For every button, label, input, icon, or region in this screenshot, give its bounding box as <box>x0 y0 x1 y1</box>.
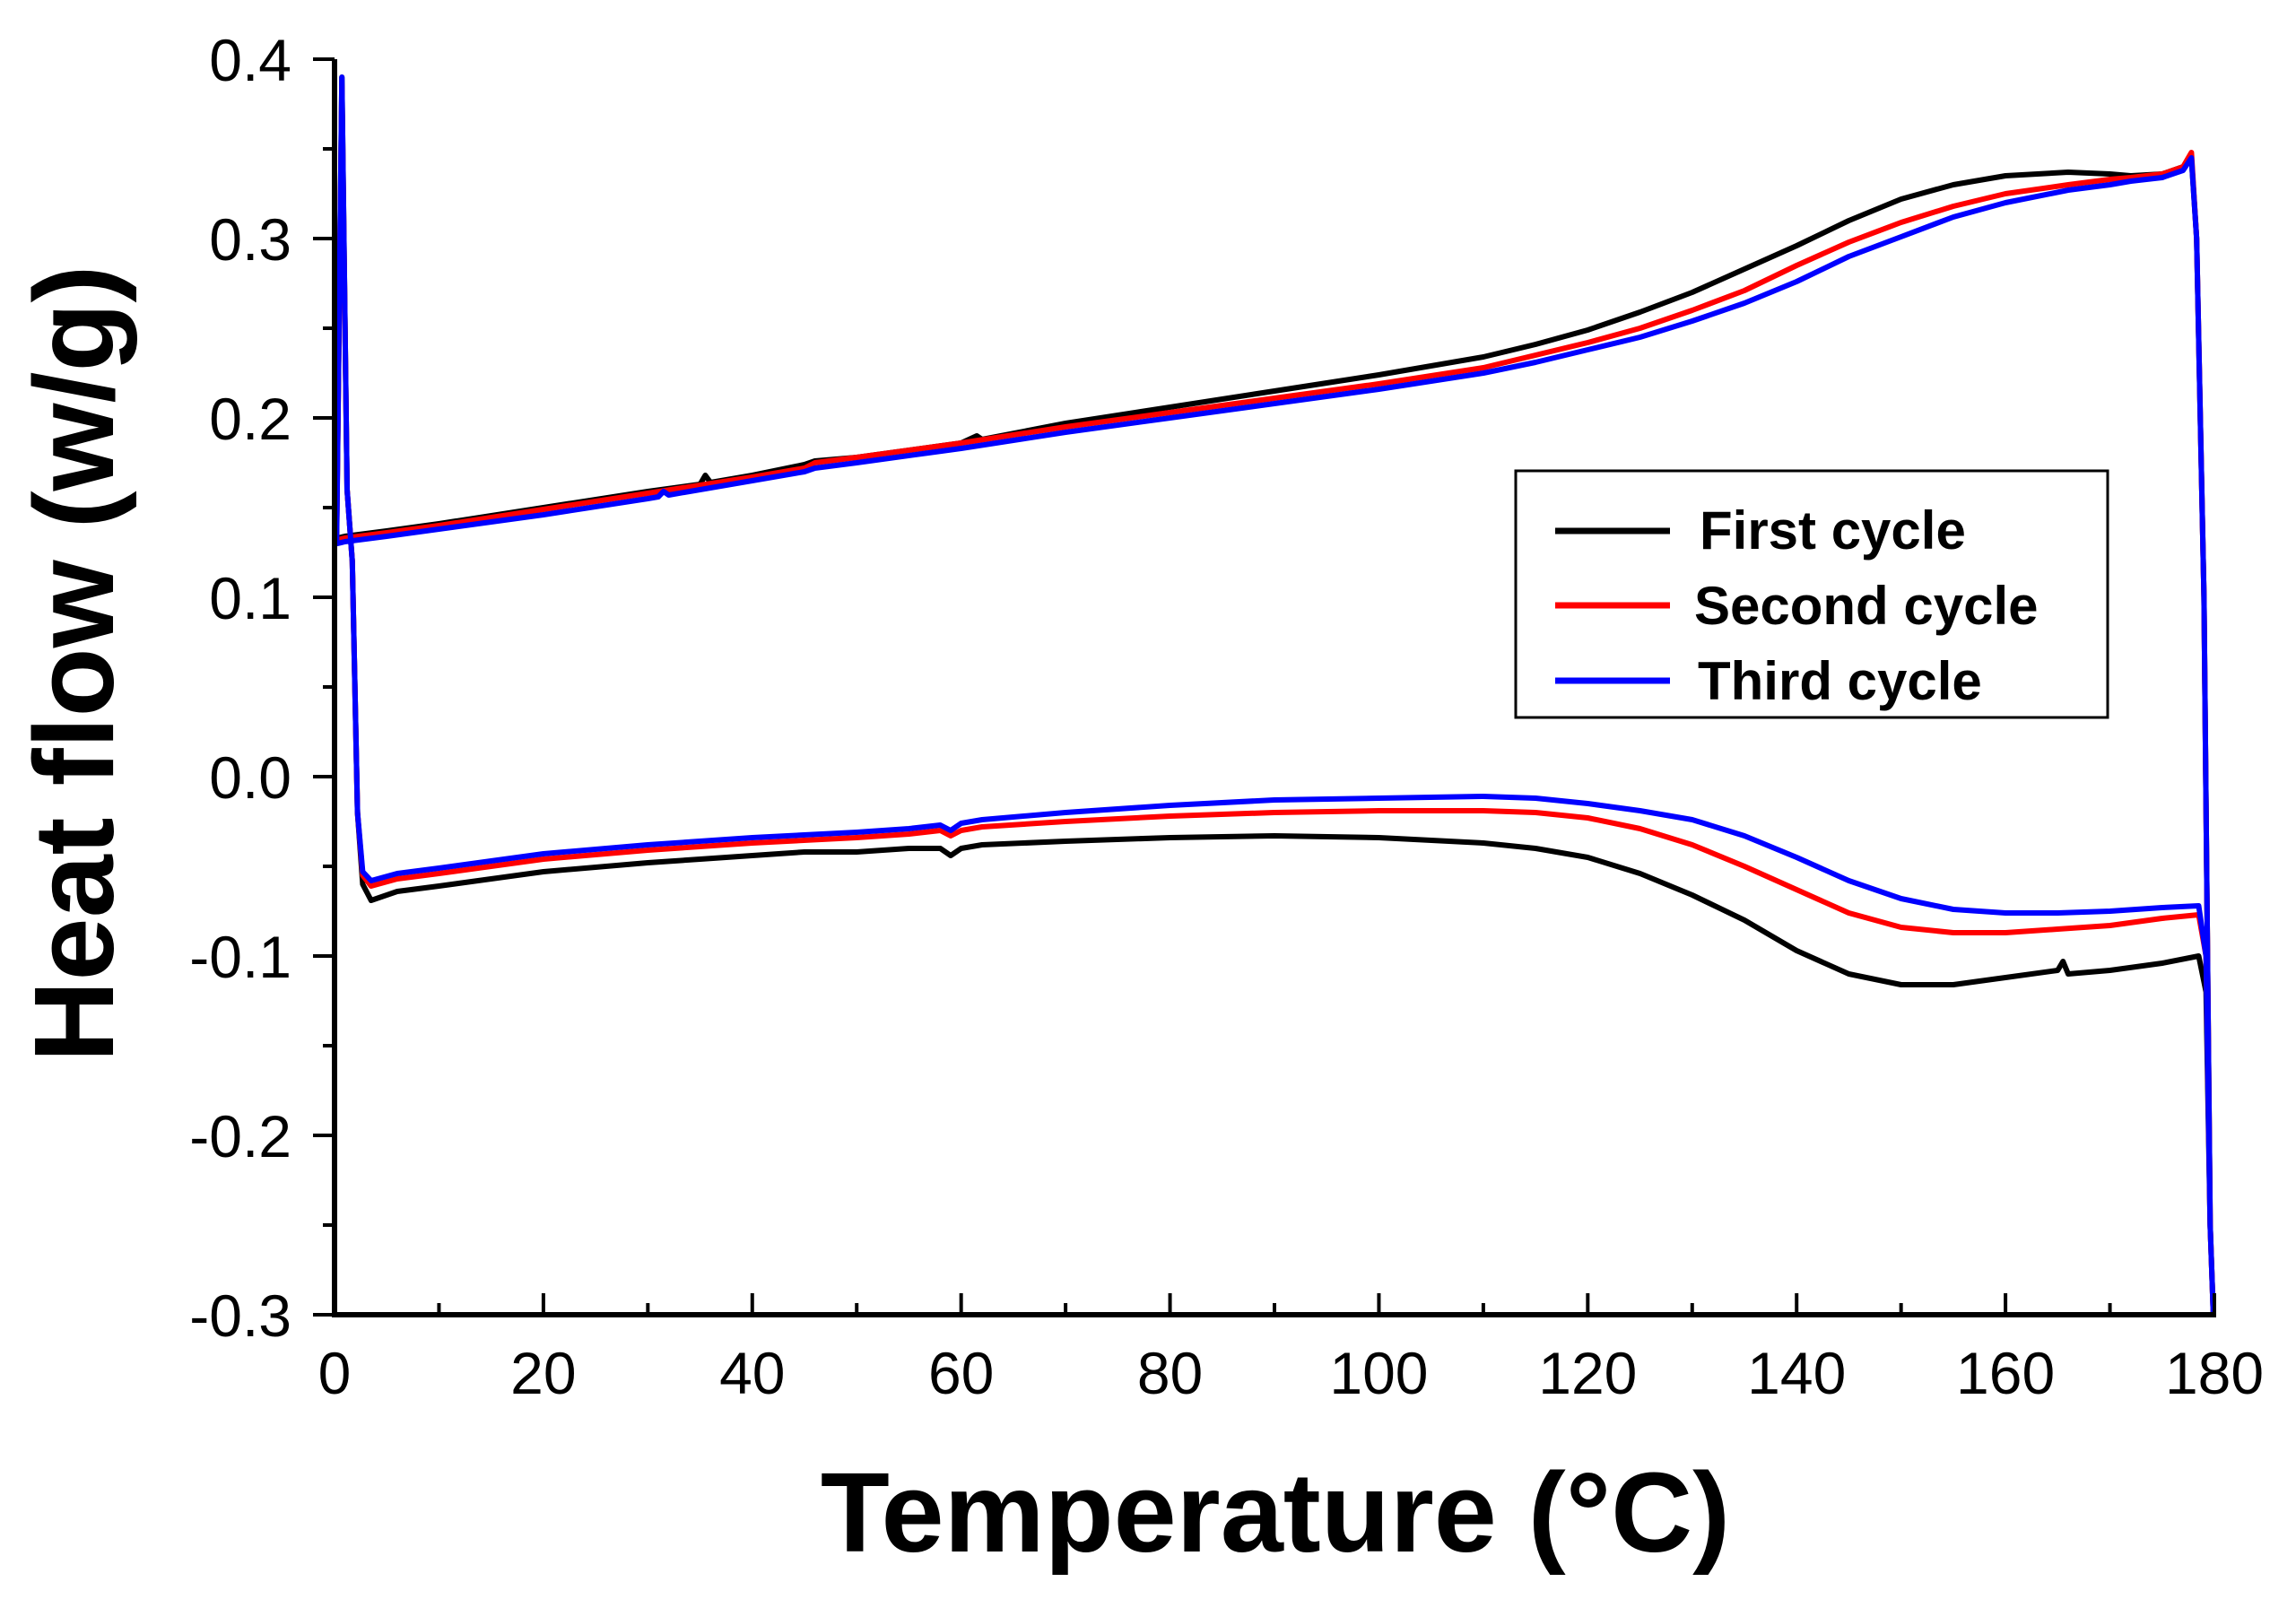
x-tick-label: 80 <box>1137 1340 1203 1406</box>
y-tick-label: -0.1 <box>189 924 291 990</box>
x-tick-label: 140 <box>1747 1340 1846 1406</box>
legend-item-third-cycle: Third cycle <box>1555 651 1982 711</box>
y-tick-label: 0.4 <box>209 27 291 93</box>
legend-label-third-cycle: Third cycle <box>1698 651 1982 711</box>
y-tick-label: -0.3 <box>189 1282 291 1349</box>
legend-box <box>1514 469 2109 719</box>
legend-label-second-cycle: Second cycle <box>1694 576 2039 636</box>
series-line-third-cycle <box>334 74 2216 1317</box>
x-tick-label: 20 <box>510 1340 576 1406</box>
legend-label-first-cycle: First cycle <box>1700 500 1966 561</box>
x-axis-title: Temperature (°C) <box>821 1449 1730 1576</box>
y-tick-label: -0.2 <box>189 1103 291 1169</box>
legend: First cycle Second cycle Third cycle <box>1514 469 2109 719</box>
x-ticks: 0 20 40 60 80 100 120 140 160 180 <box>318 1293 2264 1406</box>
y-tick-label: 0.3 <box>209 206 291 273</box>
y-tick-label: 0.0 <box>209 744 291 811</box>
x-tick-label: 100 <box>1329 1340 1428 1406</box>
x-tick-label: 120 <box>1538 1340 1637 1406</box>
y-axis-title: Heat flow (w/g) <box>11 265 137 1063</box>
y-tick-label: 0.1 <box>209 565 291 631</box>
y-tick-label: 0.2 <box>209 386 291 452</box>
plot-lines <box>334 74 2216 1317</box>
x-tick-label: 40 <box>719 1340 785 1406</box>
x-tick-label: 0 <box>318 1340 352 1406</box>
legend-item-second-cycle: Second cycle <box>1555 576 2039 636</box>
y-ticks: -0.3 -0.2 -0.1 0.0 0.1 0.2 0.3 0.4 <box>189 27 335 1349</box>
x-tick-label: 160 <box>1956 1340 2055 1406</box>
x-tick-label: 180 <box>2165 1340 2264 1406</box>
x-tick-label: 60 <box>928 1340 994 1406</box>
legend-item-first-cycle: First cycle <box>1555 500 1966 561</box>
